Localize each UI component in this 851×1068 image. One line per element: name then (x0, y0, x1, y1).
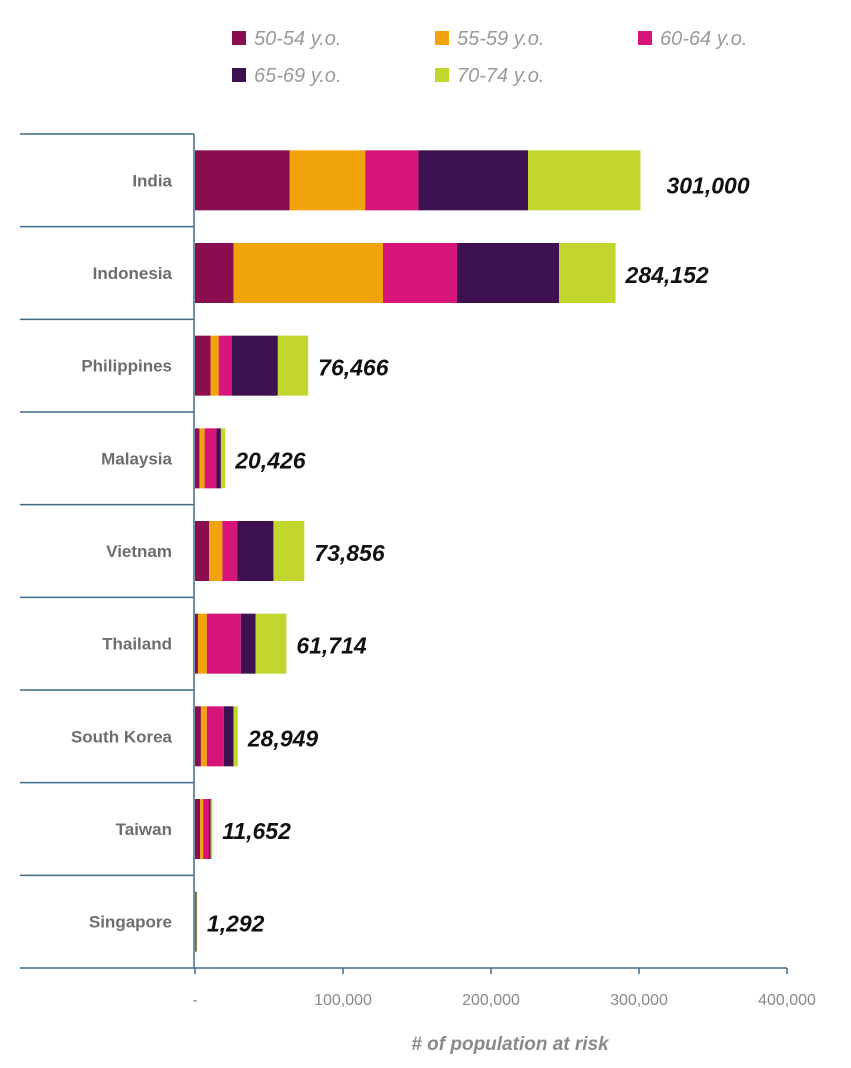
bar-segment (200, 706, 207, 767)
bar-segment (206, 613, 241, 674)
bar-segment (528, 150, 641, 211)
legend: 50-54 y.o. 55-59 y.o. 60-64 y.o. 65-69 y.o.… (232, 28, 747, 87)
total-label: 284,152 (625, 262, 709, 288)
bar-segment (196, 891, 198, 952)
tick-label: 200,000 (462, 992, 520, 1009)
total-label: 73,856 (314, 540, 385, 566)
legend-label: 65-69 y.o. (254, 65, 341, 87)
bar-segment (195, 891, 196, 952)
bar-segment (222, 521, 238, 581)
bar-segment (195, 613, 198, 674)
tick-label: 400,000 (758, 992, 816, 1009)
bar-segment (195, 891, 196, 952)
bar-segment (382, 243, 457, 303)
total-label: 20,426 (234, 447, 306, 473)
bar-segment (195, 521, 210, 581)
bar-segment (204, 428, 217, 489)
bar-segment (195, 706, 201, 767)
category-label: South Korea (71, 727, 173, 746)
total-label: 61,714 (296, 633, 367, 659)
tick-label: 300,000 (610, 992, 668, 1009)
bar-segment (216, 428, 221, 489)
legend-swatch (232, 68, 246, 82)
category-label: Taiwan (116, 820, 172, 839)
bar-segment (209, 799, 211, 859)
bar-segment (237, 521, 274, 581)
bar-segment (195, 150, 290, 211)
bar-segment (210, 799, 213, 859)
legend-swatch (638, 31, 652, 45)
legend-swatch (232, 31, 246, 45)
bar-segment (195, 243, 234, 303)
legend-label: 50-54 y.o. (254, 28, 341, 50)
bar-segment (220, 428, 226, 489)
category-label: Vietnam (106, 542, 172, 561)
total-label: 76,466 (318, 355, 389, 381)
tick-label: 100,000 (314, 992, 372, 1009)
bar-segment (195, 428, 200, 489)
bar-segment (223, 706, 234, 767)
bar-segment (233, 243, 383, 303)
category-label: Indonesia (93, 264, 173, 283)
bar-segment (365, 150, 419, 211)
bar-segment (195, 891, 197, 952)
bar-segment (232, 335, 278, 396)
bar-segment (200, 799, 204, 859)
bar-segment (456, 243, 560, 303)
total-label: 301,000 (666, 172, 749, 198)
category-label: Singapore (89, 913, 172, 932)
bar-segment (196, 891, 197, 952)
category-label: Philippines (81, 357, 172, 376)
bar-segment (206, 706, 224, 767)
category-label: Thailand (102, 635, 172, 654)
bar-segment (203, 799, 210, 859)
bar-segment (199, 428, 205, 489)
bar-segment (273, 521, 305, 581)
bar-segment (233, 706, 238, 767)
bar-segment (418, 150, 528, 211)
bar-segment (195, 799, 201, 859)
bars: 301,000 284,152 76,466 20,426 73,856 61,714 28… (195, 150, 750, 952)
value-axis: - 100,000 200,000 300,000 400,000 (192, 967, 816, 1009)
total-label: 11,652 (222, 818, 291, 844)
bar-segment (240, 613, 256, 674)
bar-segment (255, 613, 287, 674)
tick-label: - (192, 992, 197, 1009)
category-label: India (132, 171, 172, 190)
bar-segment (559, 243, 616, 303)
x-axis-title: # of population at risk (411, 1034, 610, 1055)
total-label: 28,949 (247, 725, 319, 751)
category-axis: India Indonesia Philippines Malaysia Vietnam… (20, 133, 195, 969)
legend-label: 55-59 y.o. (457, 28, 544, 50)
legend-label: 60-64 y.o. (660, 28, 747, 50)
legend-swatch (435, 68, 449, 82)
bar-segment (289, 150, 366, 211)
bar-segment (195, 335, 211, 396)
bar-segment (197, 613, 207, 674)
total-label: 1,292 (207, 911, 265, 937)
legend-swatch (435, 31, 449, 45)
bar-segment (218, 335, 232, 396)
bar-segment (209, 521, 223, 581)
bar-segment (277, 335, 309, 396)
bar-segment (210, 335, 219, 396)
category-label: Malaysia (101, 449, 172, 468)
legend-label: 70-74 y.o. (457, 65, 544, 87)
